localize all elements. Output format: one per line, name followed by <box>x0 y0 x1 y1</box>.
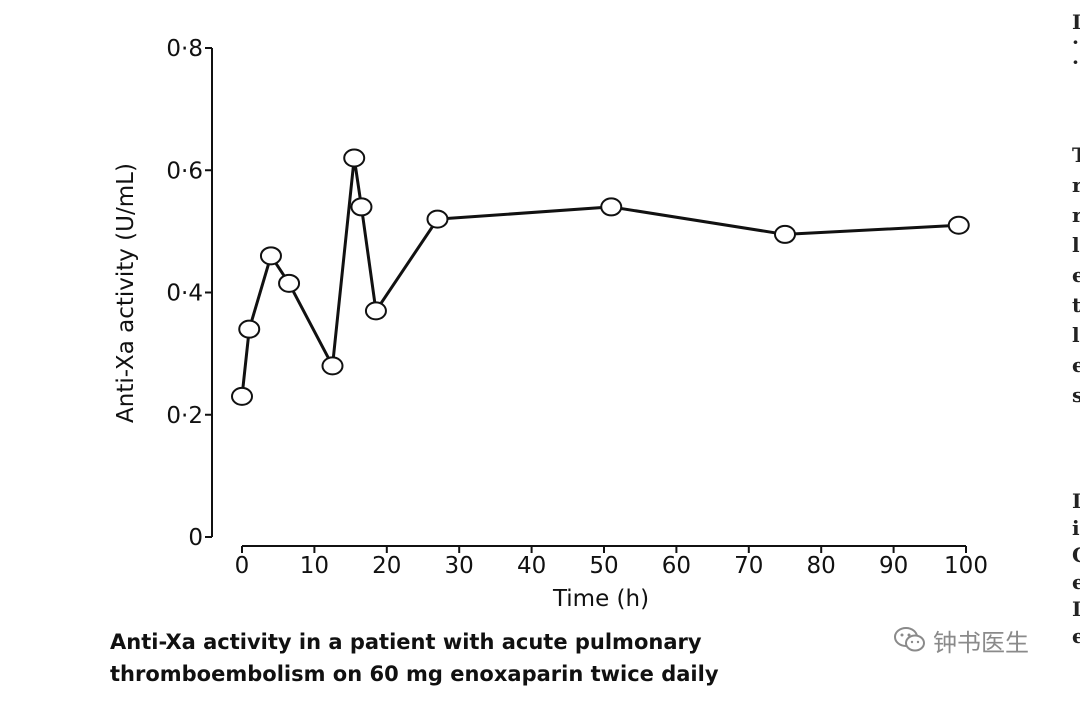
data-point <box>231 386 253 406</box>
y-tick-label: 0 <box>188 525 203 551</box>
cropped-char: r <box>1072 203 1080 227</box>
x-tick-label: 100 <box>944 553 988 579</box>
cropped-text-top: I · · <box>1072 12 1080 72</box>
cropped-char: · <box>1072 50 1079 72</box>
data-point <box>259 246 282 266</box>
y-tick-label: 0·2 <box>166 403 203 429</box>
cropped-char: l <box>1072 233 1080 257</box>
watermark: 钟书医生 <box>893 622 1063 658</box>
x-tick-label: 90 <box>879 553 908 579</box>
data-point <box>278 273 301 293</box>
x-axis-title: Time (h) <box>552 586 649 612</box>
series-line <box>240 156 959 397</box>
cropped-char: I <box>1072 12 1080 34</box>
cropped-char: i <box>1072 516 1080 540</box>
figure-caption-line-2: thromboembolism on 60 mg enoxaparin twic… <box>110 662 719 686</box>
x-tick-label: 20 <box>372 553 401 579</box>
wechat-icon <box>894 627 925 652</box>
cropped-char: r <box>1072 173 1080 197</box>
figure-caption-line-1: Anti-Xa activity in a patient with acute… <box>110 630 702 654</box>
data-point <box>600 197 623 217</box>
x-axis-ticks: 0 10 20 30 40 50 60 70 80 90 100 <box>235 546 988 579</box>
data-point <box>364 301 387 321</box>
data-point <box>321 356 344 376</box>
cropped-char: s <box>1072 383 1080 407</box>
x-tick-label: 50 <box>589 553 618 579</box>
cropped-char: e <box>1072 263 1080 287</box>
watermark-text: 钟书医生 <box>933 628 1029 657</box>
data-point <box>238 319 261 339</box>
data-point <box>350 197 373 217</box>
y-axis-title: Anti-Xa activity (U/mL) <box>113 163 139 423</box>
series-group <box>231 148 970 406</box>
cropped-char: t <box>1072 293 1080 317</box>
cropped-char: · <box>1072 30 1079 54</box>
x-tick-label: 10 <box>300 553 329 579</box>
x-tick-label: 40 <box>517 553 546 579</box>
y-tick-label: 0·4 <box>166 281 203 307</box>
cropped-char: I <box>1072 597 1080 621</box>
cropped-char: e <box>1072 624 1080 648</box>
cropped-char: e <box>1072 353 1080 377</box>
y-tick-label: 0·8 <box>166 36 203 62</box>
x-tick-label: 80 <box>807 553 836 579</box>
data-point <box>774 224 796 244</box>
anti-xa-chart: 0 0·2 0·4 0·6 0·8 0 10 20 30 40 50 60 70 80 90 100 Tim… <box>113 36 988 612</box>
data-point <box>343 148 366 168</box>
cropped-char: I <box>1072 489 1080 513</box>
cropped-char: e <box>1072 570 1080 594</box>
cropped-char: C <box>1072 543 1080 567</box>
y-tick-label: 0·6 <box>166 158 203 184</box>
x-tick-label: 70 <box>734 553 763 579</box>
cropped-char: l <box>1072 323 1080 347</box>
x-tick-label: 60 <box>662 553 691 579</box>
x-tick-label: 0 <box>235 553 250 579</box>
data-point <box>947 215 970 235</box>
x-tick-label: 30 <box>445 553 474 579</box>
y-axis-ticks: 0 0·2 0·4 0·6 0·8 <box>166 36 212 551</box>
chart-axes <box>211 48 966 547</box>
cropped-char: T <box>1072 143 1080 167</box>
data-point <box>426 209 449 229</box>
